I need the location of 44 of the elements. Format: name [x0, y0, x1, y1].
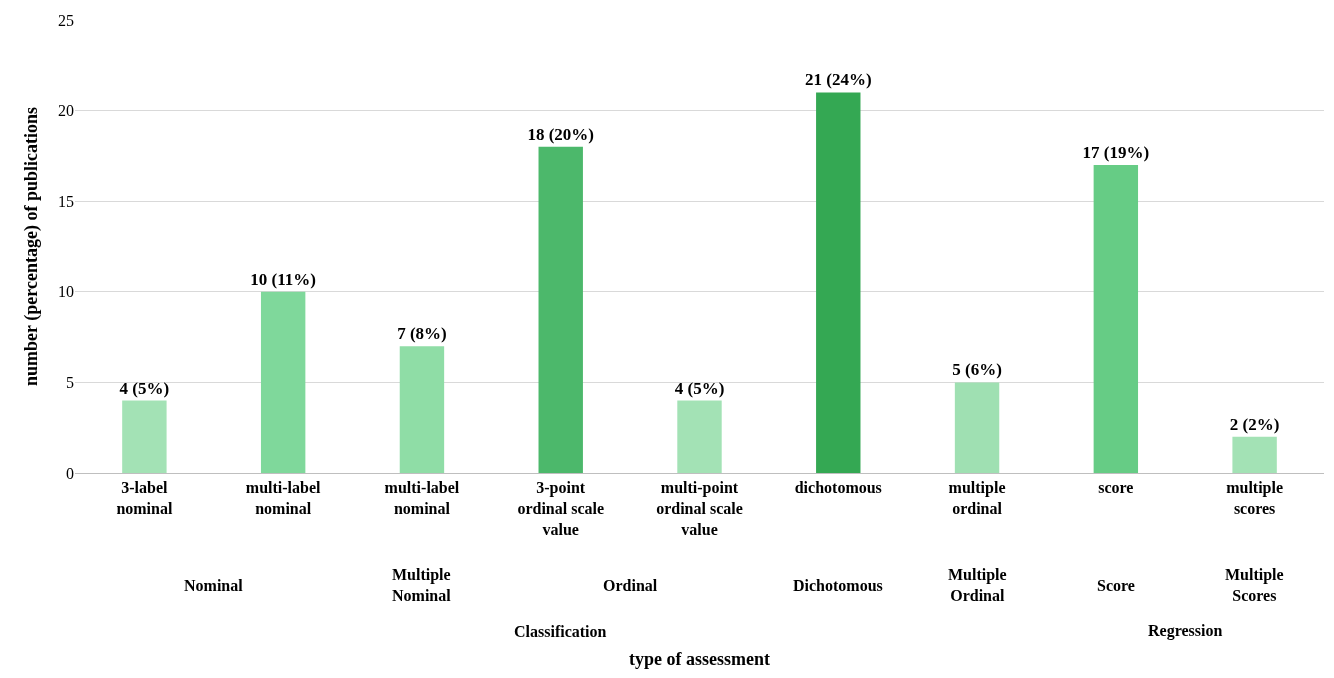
y-tick-label: 10	[58, 283, 74, 301]
bar	[954, 382, 1000, 473]
data-label: 7 (8%)	[397, 324, 447, 344]
x-tick-label: score	[1098, 479, 1134, 497]
bar	[677, 400, 722, 473]
bar	[538, 146, 583, 473]
bar	[816, 92, 861, 473]
text: Regression	[1148, 622, 1223, 640]
text: Nominal	[184, 577, 244, 594]
data-label: 2 (2%)	[1229, 414, 1280, 434]
text: Ordinal	[603, 577, 658, 594]
x-tick-label: multiple ordinal	[948, 479, 1006, 517]
x-tick-label: dichotomous	[794, 479, 882, 497]
text: Classification	[514, 623, 607, 640]
y-tick-label: 0	[66, 464, 74, 482]
x-tick-label: multi-label nominal	[384, 479, 460, 517]
bar	[399, 346, 445, 473]
data-label: 10 (11%)	[250, 269, 316, 289]
y-tick-label: 25	[58, 11, 74, 29]
y-axis-title: number (percentage) of publications	[21, 107, 43, 386]
y-tick-label: 20	[58, 102, 74, 120]
x-tick-label: multiple scores	[1226, 479, 1284, 517]
x-tick-label: multi-label nominal	[245, 479, 322, 517]
text: Multiple Scores	[1225, 566, 1284, 604]
y-tick-label: 15	[58, 192, 74, 210]
data-label: 21 (24%)	[804, 70, 872, 90]
text: type of assessment	[629, 649, 770, 669]
text: Multiple Nominal	[392, 566, 452, 604]
bar	[260, 291, 306, 473]
y-tick-label: 5	[66, 374, 74, 391]
x-tick-label: 3-point ordinal scale value	[517, 479, 605, 538]
data-label: 4 (5%)	[119, 378, 170, 398]
bar	[1232, 436, 1277, 473]
text: Multiple Ordinal	[948, 566, 1007, 604]
bar	[122, 400, 167, 473]
x-tick-label: multi-point ordinal scale value	[656, 479, 743, 538]
bar	[1093, 164, 1139, 473]
data-label: 5 (6%)	[952, 360, 1002, 380]
x-tick-label: 3-label nominal	[116, 479, 173, 517]
text: Score	[1097, 577, 1135, 594]
data-label: 18 (20%)	[527, 124, 595, 144]
data-label: 17 (19%)	[1082, 142, 1150, 162]
text: Dichotomous	[793, 577, 883, 594]
data-label: 4 (5%)	[674, 378, 725, 398]
